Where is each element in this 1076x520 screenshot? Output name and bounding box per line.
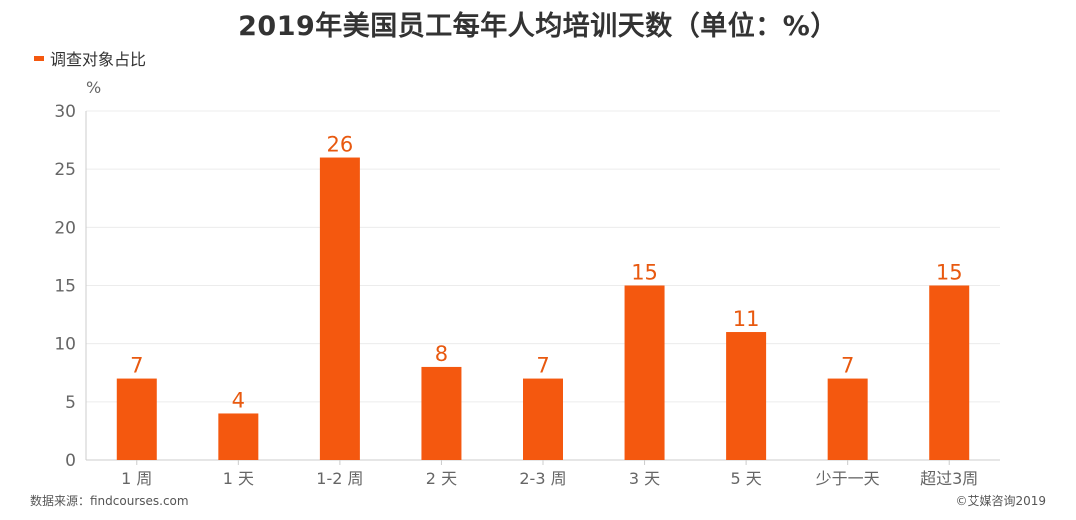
y-tick-label: 25 [54,160,76,180]
y-tick-label: 20 [54,218,76,238]
x-tick-label: 1 周 [121,469,152,488]
x-tick-label: 少于一天 [816,469,880,488]
y-tick-label: 0 [65,451,76,471]
data-label: 4 [232,388,245,412]
x-tick-label: 1-2 周 [316,469,363,488]
legend-label: 调查对象占比 [50,50,147,69]
data-label: 7 [841,354,854,378]
x-tick-label: 2 天 [426,469,457,488]
data-label: 11 [733,307,760,331]
x-tick-label: 5 天 [730,469,761,488]
data-label: 8 [435,342,448,366]
bar [726,332,767,460]
bar [116,378,157,460]
bar [929,285,970,460]
data-label: 26 [327,133,354,157]
bar [218,413,259,460]
x-tick-label: 1 天 [223,469,254,488]
bar [319,157,360,461]
bar [827,378,868,460]
data-label: 7 [536,354,549,378]
legend: 调查对象占比 [34,46,146,70]
y-tick-label: 15 [54,277,76,297]
y-tick-label: 30 [54,102,76,122]
x-tick-label: 超过3周 [920,469,978,488]
legend-swatch [34,55,44,61]
y-tick-label: 10 [54,335,76,355]
data-source: 数据来源：findcourses.com [30,494,189,508]
y-tick-label: 5 [65,393,76,413]
copyright: ©艾媒咨询2019 [955,494,1046,508]
data-label: 7 [130,354,143,378]
x-tick-label: 2-3 周 [519,469,566,488]
data-label: 15 [631,261,658,285]
bar [624,285,665,460]
bar [421,366,462,460]
x-tick-label: 3 天 [629,469,660,488]
chart-title: 2019年美国员工每年人均培训天数（单位：%） [238,11,838,42]
data-label: 15 [936,261,963,285]
bar [523,378,563,460]
y-axis-unit: % [86,78,102,97]
